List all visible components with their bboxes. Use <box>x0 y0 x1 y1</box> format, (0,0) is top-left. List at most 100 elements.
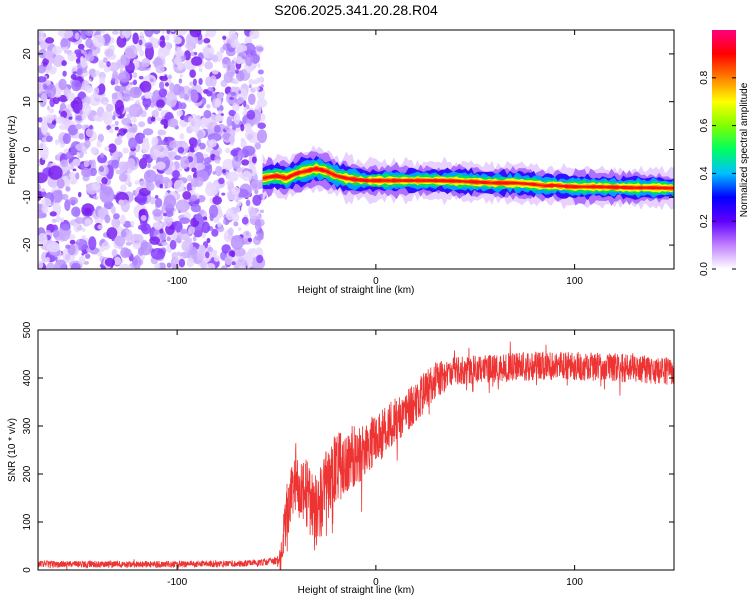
noise-blob <box>145 181 155 192</box>
noise-blob <box>76 226 83 231</box>
noise-blob <box>52 229 60 238</box>
noise-blob <box>183 60 190 70</box>
noise-blob <box>77 191 82 198</box>
noise-blob <box>205 30 217 38</box>
noise-blob <box>243 107 247 111</box>
noise-blob <box>173 83 182 96</box>
noise-blob <box>83 150 88 155</box>
noise-blob <box>169 239 177 250</box>
noise-blob <box>111 92 118 100</box>
noise-blob <box>92 181 101 192</box>
noise-blob <box>82 69 87 74</box>
noise-blob <box>233 112 241 125</box>
noise-blob <box>111 248 118 257</box>
noise-blob <box>228 135 235 144</box>
noise-blob <box>207 246 214 252</box>
noise-blob <box>133 60 140 69</box>
noise-blob <box>75 172 80 180</box>
noise-blob <box>212 249 218 256</box>
colorbar-tick-label: 0.0 <box>699 262 710 276</box>
noise-blob <box>189 81 194 86</box>
noise-blob <box>42 84 48 90</box>
noise-blob <box>60 223 71 231</box>
spectrogram-y-tick-label: -20 <box>22 237 33 252</box>
noise-blob <box>108 128 114 134</box>
noise-blob <box>132 72 138 79</box>
noise-blob <box>89 167 97 177</box>
noise-blob <box>245 129 256 141</box>
noise-blob <box>147 162 151 169</box>
noise-blob <box>72 158 81 167</box>
noise-blob <box>245 199 251 207</box>
noise-blob <box>82 146 86 150</box>
noise-blob <box>190 90 199 103</box>
noise-blob <box>104 257 116 267</box>
noise-blob <box>140 223 152 235</box>
noise-blob <box>83 139 91 148</box>
noise-blob <box>189 117 201 132</box>
noise-blob <box>222 158 234 171</box>
noise-blob <box>175 199 190 213</box>
noise-blob <box>40 121 48 134</box>
noise-blob <box>192 138 198 148</box>
noise-blob <box>92 34 105 48</box>
noise-blob <box>122 147 129 154</box>
noise-blob <box>191 56 203 67</box>
noise-blob <box>112 213 120 220</box>
noise-blob <box>256 77 261 83</box>
noise-blob <box>96 251 103 257</box>
spectrogram-x-tick-label: 0 <box>373 276 379 287</box>
noise-blob <box>98 60 105 69</box>
noise-blob <box>150 116 156 122</box>
noise-blob <box>206 237 211 244</box>
noise-blob <box>225 180 231 185</box>
noise-blob <box>191 113 197 117</box>
noise-blob <box>38 190 42 201</box>
noise-blob <box>76 151 80 159</box>
noise-blob <box>241 159 250 166</box>
noise-blob <box>82 227 86 232</box>
noise-blob <box>218 109 222 115</box>
noise-blob <box>257 213 262 219</box>
noise-blob <box>98 166 105 173</box>
noise-blob <box>168 74 173 80</box>
noise-blob <box>84 253 91 259</box>
noise-blob <box>166 236 171 242</box>
noise-blob <box>222 219 226 225</box>
noise-blob <box>41 153 48 161</box>
noise-blob <box>161 241 168 246</box>
noise-blob <box>68 172 76 180</box>
noise-blob <box>196 250 205 261</box>
noise-blob <box>152 165 158 170</box>
noise-blob <box>101 183 107 191</box>
noise-blob <box>144 42 153 49</box>
noise-blob <box>104 146 110 152</box>
snr-x-ticks: -100 0 100 <box>167 330 583 588</box>
colorbar-tick-label: 0.2 <box>699 214 710 228</box>
noise-blob <box>88 236 97 251</box>
noise-blob <box>142 128 154 136</box>
noise-blob <box>51 45 63 55</box>
noise-blob <box>45 135 53 143</box>
noise-blob <box>136 99 140 104</box>
snr-y-ticks: 0 100 200 300 400 500 <box>22 321 674 573</box>
noise-blob <box>192 235 197 242</box>
noise-blob <box>113 256 122 266</box>
noise-blob <box>60 159 69 168</box>
noise-blob <box>138 39 143 46</box>
noise-blob <box>186 257 195 268</box>
noise-blob <box>227 227 234 236</box>
snr-y-axis-label: SNR (10 * v/v) <box>7 418 18 482</box>
noise-blob <box>61 60 67 67</box>
noise-blob <box>90 146 98 155</box>
noise-blob <box>211 228 219 237</box>
noise-blob <box>198 67 203 73</box>
noise-blob <box>70 73 77 80</box>
snr-y-tick-label: 100 <box>22 513 33 530</box>
noise-blob <box>139 31 144 37</box>
noise-blob <box>103 240 108 247</box>
noise-blob <box>65 186 71 192</box>
noise-blob <box>169 140 177 149</box>
noise-blob <box>174 50 185 57</box>
noise-blob <box>205 251 210 259</box>
